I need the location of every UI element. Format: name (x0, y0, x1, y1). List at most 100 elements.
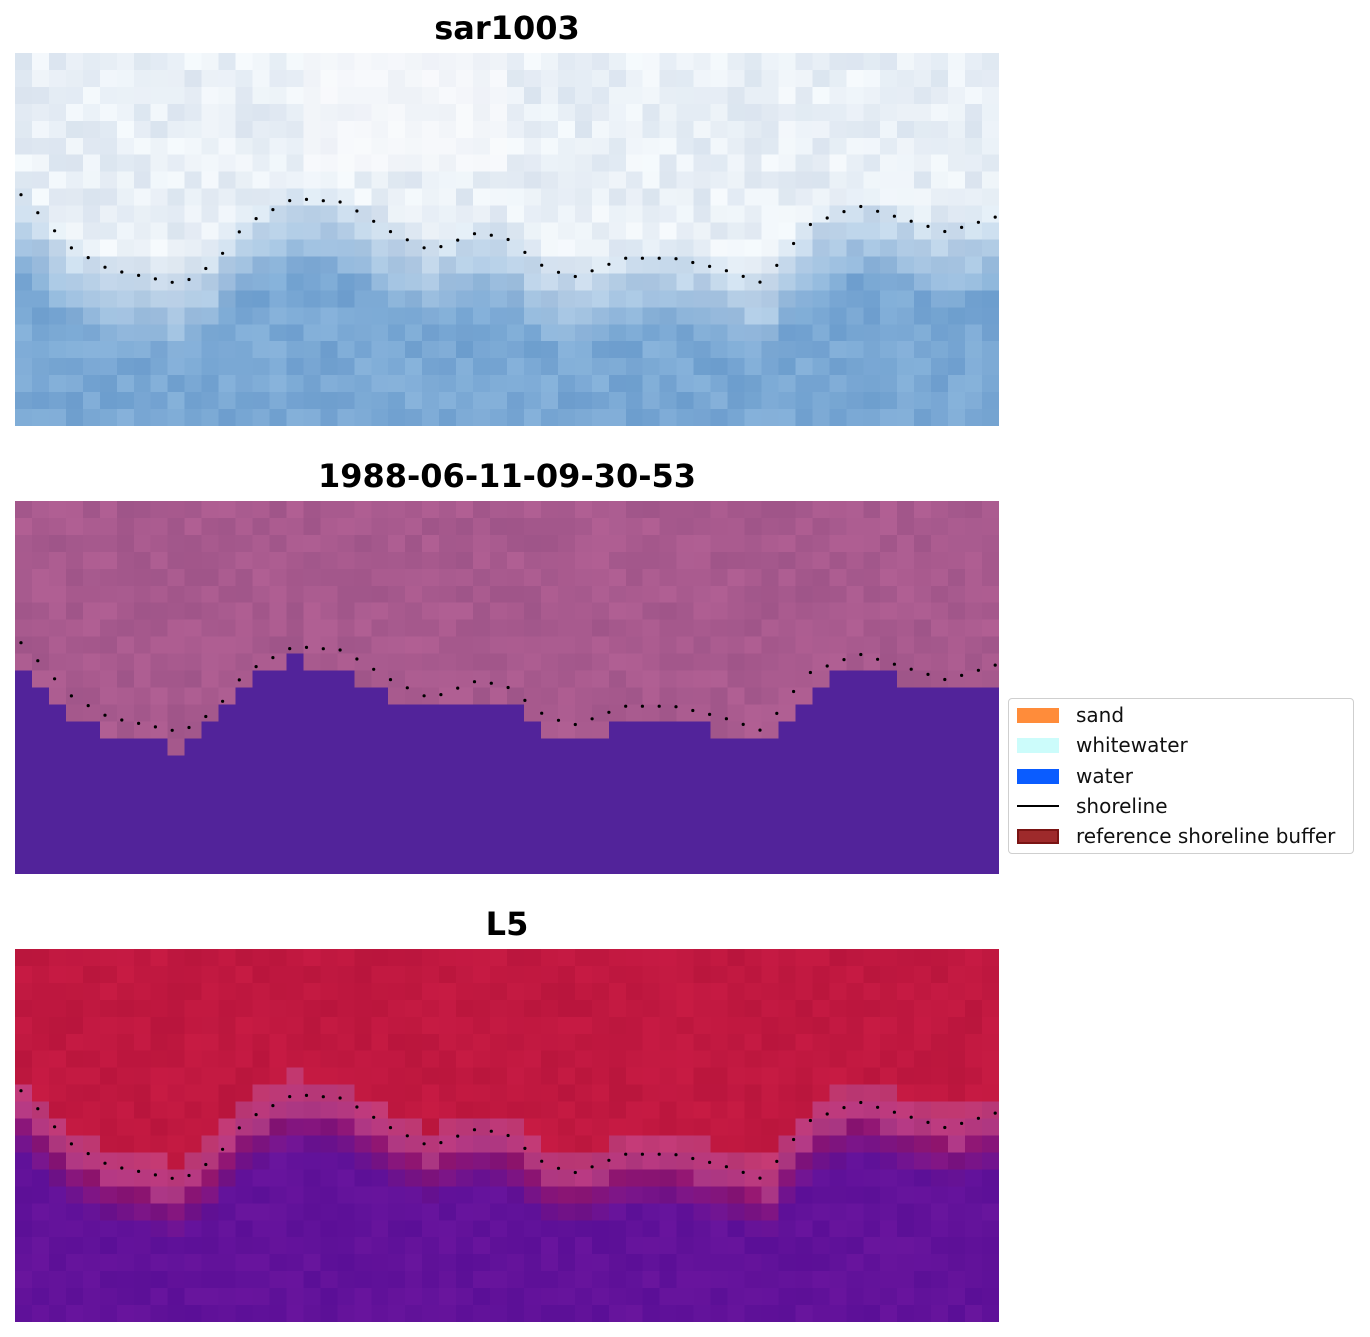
shoreline-point (624, 1152, 628, 1156)
shoreline-point (388, 230, 393, 234)
shoreline-point (943, 229, 947, 234)
shoreline-point (221, 699, 225, 703)
shoreline-point (153, 277, 157, 281)
shoreline-point (170, 1176, 174, 1180)
shoreline-point (237, 230, 241, 234)
shoreline-point (36, 1107, 40, 1111)
shoreline-point (523, 1146, 527, 1150)
shoreline-point (321, 1095, 325, 1099)
shoreline-point (758, 728, 762, 732)
legend-item-sand: sand (1017, 703, 1125, 727)
shoreline-point (859, 652, 863, 657)
shoreline-point (506, 685, 510, 690)
shoreline-overlay-classified (19, 641, 997, 732)
shoreline-point (624, 256, 628, 260)
panel-title-classified: 1988-06-11-09-30-53 (317, 457, 697, 495)
shoreline-point (304, 1093, 309, 1097)
shoreline-point (842, 658, 846, 662)
shoreline-point (792, 241, 796, 246)
shoreline-point (69, 694, 73, 698)
shoreline-point (573, 722, 577, 727)
shoreline-point (372, 219, 376, 223)
shoreline-point (137, 721, 141, 725)
shoreline-point (19, 641, 23, 645)
shoreline-point (489, 233, 493, 237)
shoreline-point (288, 199, 292, 203)
shoreline-point (640, 704, 645, 708)
whitewater-swatch (1017, 737, 1059, 753)
shoreline-point (540, 1159, 544, 1163)
shoreline-point (170, 280, 174, 284)
shoreline-point (724, 269, 729, 273)
shoreline-point (523, 250, 527, 254)
shoreline-point (993, 215, 997, 219)
shoreline-point (254, 1113, 258, 1117)
legend-label-shoreline: shoreline (1076, 794, 1168, 818)
shoreline-point (724, 717, 729, 721)
legend-label-water: water (1076, 764, 1133, 788)
shoreline-point (960, 225, 964, 229)
shoreline-overlay-index (19, 1089, 997, 1180)
shoreline-point (120, 1166, 124, 1170)
shoreline-point (842, 210, 846, 214)
legend-item-water: water (1017, 764, 1133, 788)
shoreline-point (607, 1158, 611, 1162)
shoreline-point (86, 704, 90, 708)
shoreline-point (691, 260, 695, 265)
shoreline-point (221, 251, 225, 255)
shoreline-point (657, 1152, 661, 1156)
panel-title-rgb: sar1003 (434, 9, 580, 47)
shoreline-point (808, 1118, 813, 1123)
shoreline-point (321, 199, 325, 203)
shoreline-point (254, 217, 258, 221)
shoreline-point (355, 657, 359, 661)
shoreline-point (657, 704, 661, 708)
shoreline-point (926, 1120, 930, 1124)
shoreline-point (590, 1165, 594, 1169)
shoreline-point (456, 238, 460, 242)
shoreline-point (573, 274, 577, 279)
shoreline-point (708, 1160, 712, 1164)
shoreline-point (103, 1161, 107, 1165)
buffer-swatch (1017, 828, 1059, 844)
shoreline-point (960, 673, 964, 677)
shoreline-point (808, 670, 813, 675)
shoreline-point (19, 1089, 23, 1093)
shoreline-point (607, 262, 611, 266)
shoreline-point (724, 1165, 729, 1169)
shoreline-point (590, 717, 594, 721)
shoreline-overlay-rgb (19, 193, 997, 284)
shoreline-point (489, 681, 493, 685)
shoreline-point (120, 718, 124, 722)
shoreline-point (523, 698, 527, 702)
shoreline-point (36, 659, 40, 663)
shoreline-point (741, 722, 745, 726)
shoreline-point (405, 686, 409, 690)
shoreline-point (204, 714, 208, 719)
shoreline-point (556, 270, 561, 274)
shoreline-point (876, 1105, 880, 1109)
shoreline-point (405, 238, 409, 242)
shoreline-point (691, 1156, 695, 1161)
shoreline-point (86, 256, 90, 260)
shoreline-point (926, 224, 930, 228)
shoreline-point (288, 1095, 292, 1099)
shoreline-point (103, 265, 107, 269)
legend-label-sand: sand (1076, 703, 1125, 727)
shoreline-point (338, 648, 342, 652)
shoreline-point (506, 1133, 510, 1138)
shoreline-point (775, 263, 779, 267)
shoreline-point (53, 229, 57, 233)
shoreline-point (321, 647, 325, 651)
shoreline-point (976, 668, 981, 672)
shoreline-point (640, 1152, 645, 1156)
shoreline-point (708, 264, 712, 268)
shoreline-point (758, 280, 762, 284)
shoreline-point (859, 1100, 863, 1105)
shoreline-point (388, 678, 393, 682)
shoreline-point (590, 269, 594, 273)
shoreline-point (439, 1141, 443, 1145)
shoreline-point (657, 256, 661, 260)
legend-item-buffer: reference shoreline buffer (1017, 824, 1336, 848)
legend-label-buffer: reference shoreline buffer (1076, 824, 1336, 848)
